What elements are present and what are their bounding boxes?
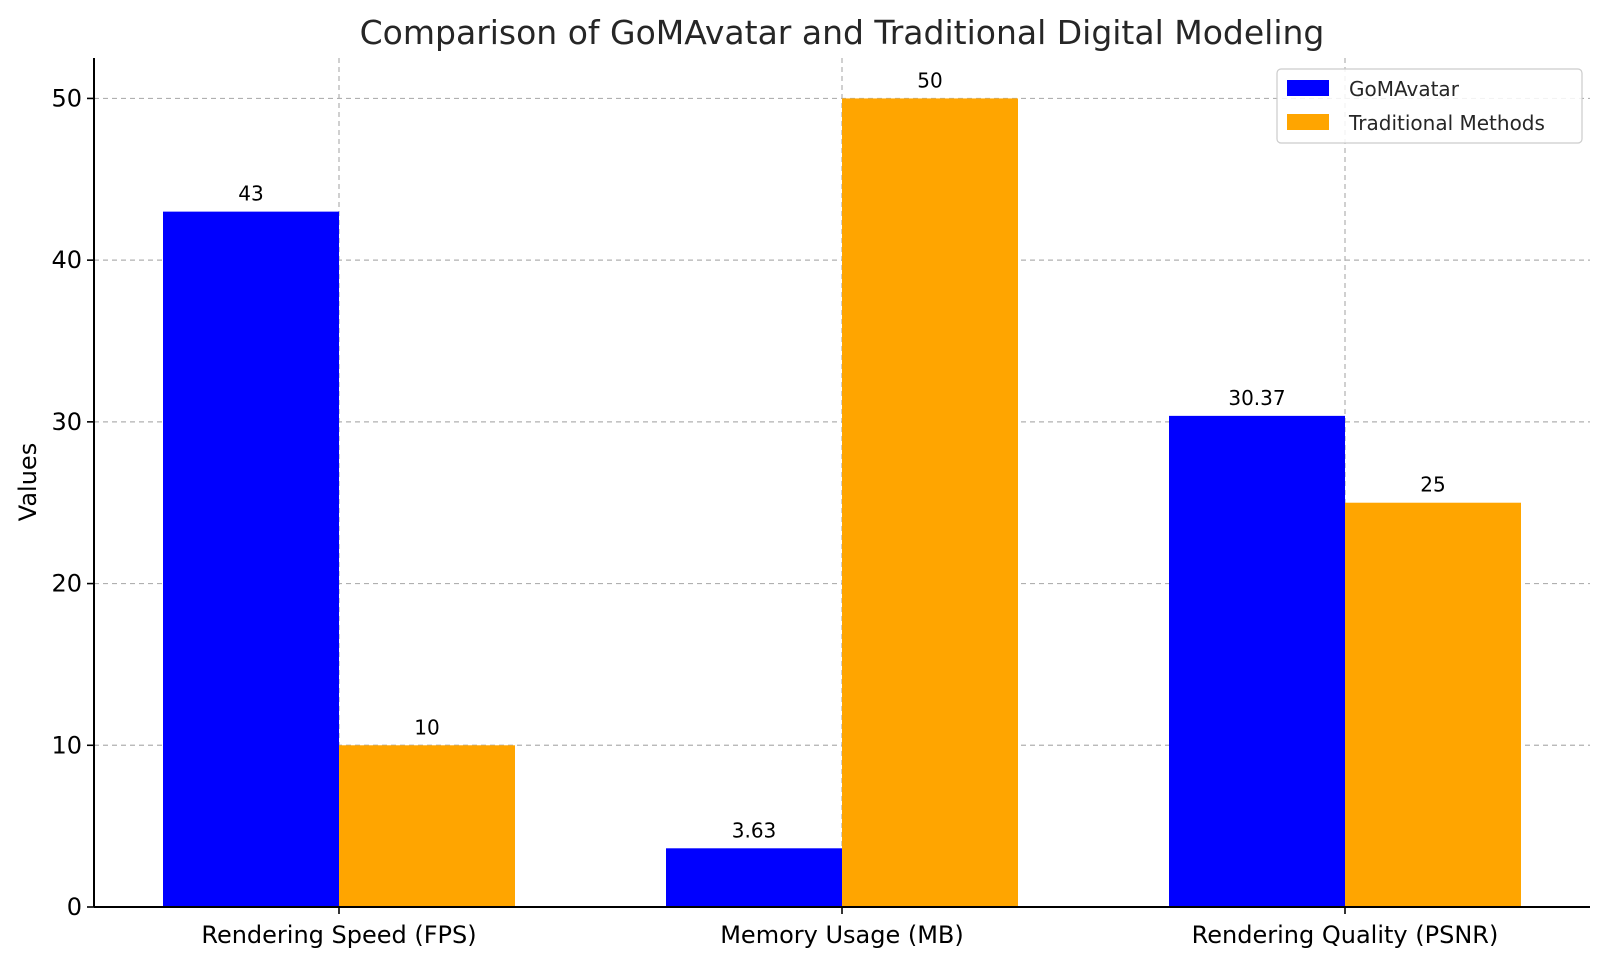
legend: GoMAvatar Traditional Methods — [1276, 68, 1583, 144]
y-tick-label-40: 40 — [51, 246, 82, 274]
legend-label-traditional-methods: Traditional Methods — [1348, 111, 1545, 135]
x-axis-ticks: Rendering Speed (FPS) Memory Usage (MB) Re… — [201, 907, 1498, 949]
bar-value-labels: 43 3.63 30.37 10 50 25 — [238, 68, 1445, 842]
y-tick-label-30: 30 — [51, 408, 82, 436]
x-tick-label-rendering-quality-psnr: Rendering Quality (PSNR) — [1192, 921, 1499, 949]
y-axis-label: Values — [14, 443, 42, 521]
bar-label-gomavatar-memory-usage-mb: 3.63 — [732, 818, 777, 842]
y-axis-ticks: 0 10 20 30 40 50 — [51, 84, 94, 921]
bar-gomavatar-rendering-speed-fps — [163, 211, 339, 908]
x-tick-label-memory-usage-mb: Memory Usage (MB) — [720, 921, 964, 949]
y-tick-label-0: 0 — [67, 893, 82, 921]
bar-label-gomavatar-rendering-quality-psnr: 30.37 — [1228, 386, 1285, 410]
legend-box — [1276, 68, 1583, 144]
bar-label-gomavatar-rendering-speed-fps: 43 — [238, 182, 263, 206]
x-tick-label-rendering-speed-fps: Rendering Speed (FPS) — [201, 921, 476, 949]
bar-label-traditional-methods-rendering-quality-psnr: 25 — [1420, 473, 1445, 497]
bar-traditional-methods-memory-usage-mb — [842, 98, 1018, 907]
y-tick-label-50: 50 — [51, 84, 82, 112]
chart-title: Comparison of GoMAvatar and Traditional … — [360, 13, 1325, 52]
legend-swatch-traditional-methods — [1287, 114, 1329, 130]
bar-traditional-methods-rendering-speed-fps — [339, 745, 515, 907]
legend-swatch-gomavatar — [1287, 80, 1329, 96]
bar-gomavatar-memory-usage-mb — [666, 848, 842, 907]
legend-label-gomavatar: GoMAvatar — [1349, 77, 1460, 101]
bar-traditional-methods-rendering-quality-psnr — [1345, 502, 1521, 907]
bar-label-traditional-methods-rendering-speed-fps: 10 — [414, 715, 439, 739]
y-tick-label-10: 10 — [51, 731, 82, 759]
bar-label-traditional-methods-memory-usage-mb: 50 — [917, 68, 942, 92]
bars — [163, 98, 1521, 908]
y-tick-label-20: 20 — [51, 570, 82, 598]
bar-gomavatar-rendering-quality-psnr — [1169, 415, 1345, 907]
